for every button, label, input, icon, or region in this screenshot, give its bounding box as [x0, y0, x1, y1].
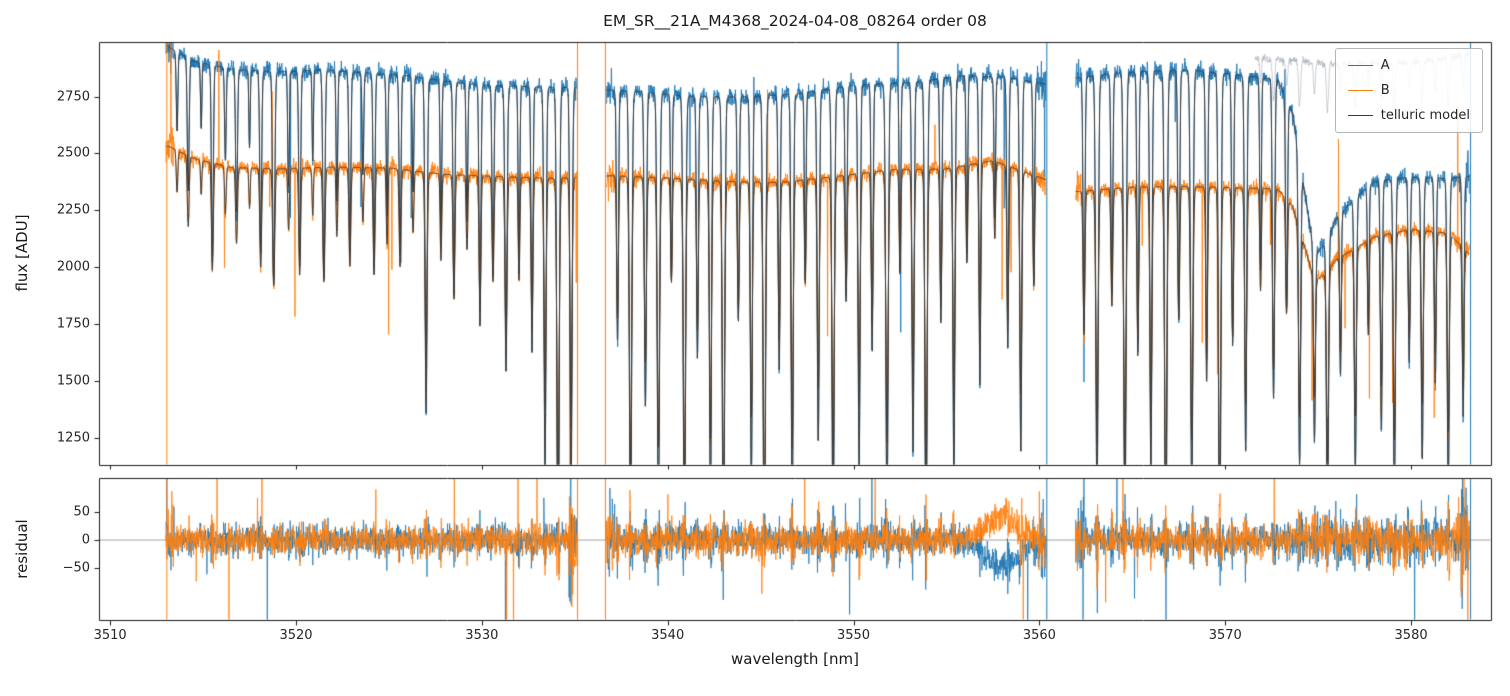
flux-ytick-label: 1250: [56, 430, 90, 446]
legend-entry: B: [1347, 83, 1470, 98]
residual-ytick-label: −50: [62, 560, 90, 576]
x-tick-label: 3570: [1208, 628, 1242, 643]
plot-title: EM_SR__21A_M4368_2024-04-08_08264 order …: [603, 12, 987, 30]
x-tick-label: 3520: [279, 628, 313, 643]
x-tick-label: 3540: [651, 628, 685, 643]
x-tick-label: 3550: [836, 628, 871, 643]
flux-axis-label: flux [ADU]: [13, 214, 31, 292]
residual-ytick-label: 0: [81, 532, 90, 548]
flux-ytick-label: 1750: [56, 316, 90, 332]
flux-ytick-label: 2000: [56, 259, 90, 275]
flux-ytick-label: 2250: [56, 202, 90, 218]
x-tick-label: 3580: [1394, 628, 1428, 643]
flux-ytick-label: 1500: [56, 373, 90, 389]
legend-entry: telluric model: [1347, 108, 1470, 123]
flux-ytick-label: 2500: [56, 145, 90, 161]
legend-line-swatch: [1347, 90, 1373, 91]
x-axis-label: wavelength [nm]: [731, 650, 859, 668]
x-tick-label: 3510: [93, 628, 127, 643]
legend-entry: A: [1347, 58, 1470, 73]
residual-axis-label: residual: [13, 519, 31, 579]
x-tick-label: 3560: [1022, 628, 1056, 643]
residual-ytick-label: 50: [73, 504, 90, 520]
legend-label: telluric model: [1380, 108, 1470, 123]
flux-ytick-label: 2750: [56, 89, 90, 105]
x-tick-label: 3530: [465, 628, 499, 643]
legend-label: A: [1380, 58, 1390, 73]
legend-line-swatch: [1347, 65, 1373, 66]
legend-line-swatch: [1347, 115, 1373, 116]
legend-label: B: [1380, 83, 1390, 98]
